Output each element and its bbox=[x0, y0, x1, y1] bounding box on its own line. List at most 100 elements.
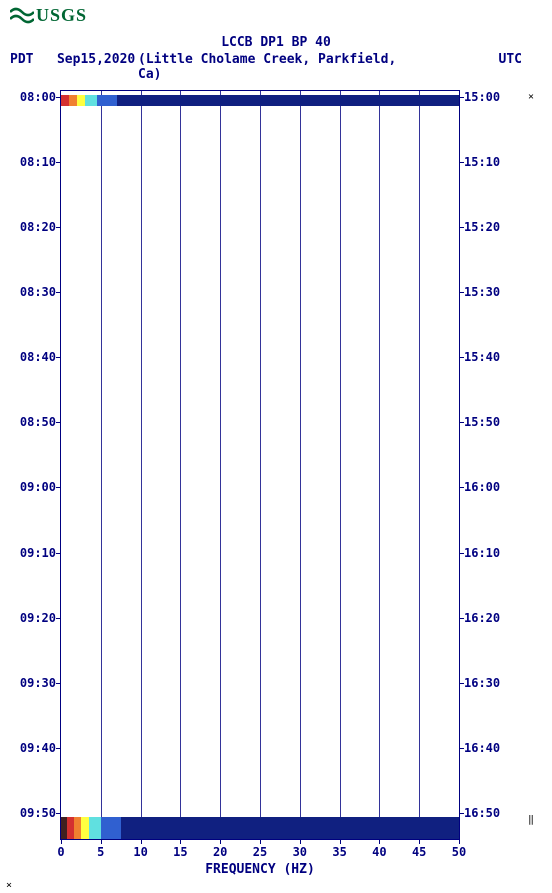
y-tick-label-left: 08:10 bbox=[11, 155, 56, 169]
y-tick-label-right: 15:00 bbox=[464, 90, 509, 104]
chart-container: LCCB DP1 BP 40 PDT Sep15,2020 (Little Ch… bbox=[0, 30, 552, 70]
y-tick-label-left: 08:50 bbox=[11, 415, 56, 429]
x-tick bbox=[220, 839, 221, 844]
y-tick-right bbox=[459, 487, 464, 488]
spectrogram-segment bbox=[69, 95, 77, 106]
x-tick-label: 35 bbox=[332, 845, 346, 859]
y-tick-right bbox=[459, 553, 464, 554]
y-tick-label-right: 16:30 bbox=[464, 676, 509, 690]
y-tick-label-right: 15:50 bbox=[464, 415, 509, 429]
y-tick-left bbox=[56, 813, 61, 814]
y-tick-left bbox=[56, 748, 61, 749]
spectrogram-segment bbox=[101, 817, 121, 839]
x-tick bbox=[260, 839, 261, 844]
x-tick bbox=[419, 839, 420, 844]
y-tick-label-right: 16:50 bbox=[464, 806, 509, 820]
gridline-v bbox=[220, 91, 221, 839]
gridline-v bbox=[101, 91, 102, 839]
y-tick-label-right: 16:40 bbox=[464, 741, 509, 755]
y-tick-left bbox=[56, 683, 61, 684]
location-label: (Little Cholame Creek, Parkfield, Ca) bbox=[138, 52, 414, 82]
corner-mark: × bbox=[6, 880, 12, 891]
y-tick-label-left: 09:20 bbox=[11, 611, 56, 625]
x-tick-label: 50 bbox=[452, 845, 466, 859]
right-mark: ‖ bbox=[528, 815, 534, 826]
spectrogram-segment bbox=[85, 95, 97, 106]
x-tick-label: 0 bbox=[57, 845, 64, 859]
x-tick-label: 20 bbox=[213, 845, 227, 859]
spectrogram-segment bbox=[74, 817, 81, 839]
y-tick-right bbox=[459, 357, 464, 358]
y-tick-right bbox=[459, 748, 464, 749]
x-axis-title: FREQUENCY (HZ) bbox=[205, 862, 315, 877]
spectrogram-segment bbox=[97, 95, 117, 106]
y-tick-label-left: 08:00 bbox=[11, 90, 56, 104]
gridline-v bbox=[141, 91, 142, 839]
usgs-logo: USGS bbox=[10, 5, 87, 26]
gridline-v bbox=[260, 91, 261, 839]
spectrogram-segment bbox=[77, 95, 85, 106]
spectrogram-band bbox=[61, 817, 459, 839]
y-tick-label-left: 08:40 bbox=[11, 350, 56, 364]
y-tick-label-left: 09:00 bbox=[11, 480, 56, 494]
x-tick bbox=[340, 839, 341, 844]
spectrogram-segment bbox=[121, 817, 459, 839]
y-tick-label-right: 15:10 bbox=[464, 155, 509, 169]
y-tick-label-left: 09:40 bbox=[11, 741, 56, 755]
left-tz-label: PDT Sep15,2020 bbox=[10, 52, 135, 67]
x-tick-label: 15 bbox=[173, 845, 187, 859]
spectrogram-segment bbox=[89, 817, 101, 839]
y-tick-label-left: 09:10 bbox=[11, 546, 56, 560]
x-tick bbox=[180, 839, 181, 844]
y-tick-left bbox=[56, 227, 61, 228]
y-tick-label-right: 15:40 bbox=[464, 350, 509, 364]
spectrogram-band bbox=[61, 95, 459, 106]
usgs-wave-icon bbox=[10, 6, 34, 26]
y-tick-left bbox=[56, 422, 61, 423]
y-tick-left bbox=[56, 553, 61, 554]
gridline-v bbox=[300, 91, 301, 839]
spectrogram-segment bbox=[67, 817, 74, 839]
gridline-v bbox=[180, 91, 181, 839]
right-tz-label: UTC bbox=[499, 52, 522, 67]
y-tick-left bbox=[56, 357, 61, 358]
usgs-logo-text: USGS bbox=[36, 5, 87, 26]
y-tick-label-right: 16:10 bbox=[464, 546, 509, 560]
x-tick bbox=[459, 839, 460, 844]
right-mark: × bbox=[528, 91, 534, 102]
gridline-v bbox=[379, 91, 380, 839]
y-tick-right bbox=[459, 162, 464, 163]
y-tick-right bbox=[459, 813, 464, 814]
x-tick-label: 10 bbox=[133, 845, 147, 859]
spectrogram-segment bbox=[117, 95, 459, 106]
y-tick-label-right: 16:00 bbox=[464, 480, 509, 494]
chart-title: LCCB DP1 BP 40 bbox=[0, 35, 552, 50]
x-tick-label: 40 bbox=[372, 845, 386, 859]
x-tick-label: 25 bbox=[253, 845, 267, 859]
x-tick bbox=[141, 839, 142, 844]
y-tick-left bbox=[56, 487, 61, 488]
y-tick-right bbox=[459, 683, 464, 684]
x-tick-label: 45 bbox=[412, 845, 426, 859]
x-tick-label: 5 bbox=[97, 845, 104, 859]
spectrogram-segment bbox=[61, 95, 69, 106]
x-tick bbox=[61, 839, 62, 844]
chart-subtitle: PDT Sep15,2020 (Little Cholame Creek, Pa… bbox=[0, 52, 552, 70]
y-tick-label-left: 09:50 bbox=[11, 806, 56, 820]
y-tick-right bbox=[459, 97, 464, 98]
y-tick-left bbox=[56, 292, 61, 293]
y-tick-label-right: 15:20 bbox=[464, 220, 509, 234]
y-tick-label-right: 15:30 bbox=[464, 285, 509, 299]
y-tick-label-left: 08:20 bbox=[11, 220, 56, 234]
plot-area: FREQUENCY (HZ) 0510152025303540455008:00… bbox=[60, 90, 460, 840]
gridline-v bbox=[340, 91, 341, 839]
y-tick-right bbox=[459, 227, 464, 228]
y-tick-right bbox=[459, 422, 464, 423]
x-tick bbox=[101, 839, 102, 844]
y-tick-left bbox=[56, 618, 61, 619]
y-tick-label-right: 16:20 bbox=[464, 611, 509, 625]
y-tick-label-left: 09:30 bbox=[11, 676, 56, 690]
y-tick-label-left: 08:30 bbox=[11, 285, 56, 299]
y-tick-right bbox=[459, 618, 464, 619]
x-tick bbox=[300, 839, 301, 844]
